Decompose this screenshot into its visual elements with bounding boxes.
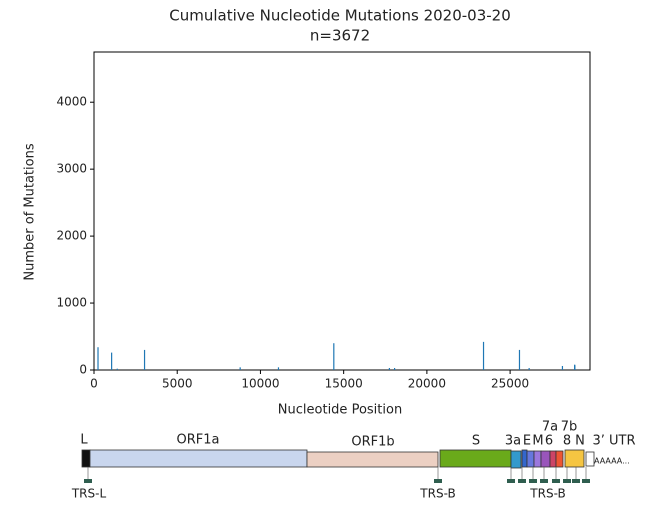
bar [528,367,530,370]
x-tick-label: 10000 [241,377,279,391]
y-tick-label: 4000 [56,95,87,109]
plot-frame [93,51,591,371]
segment-label: N [575,434,585,449]
x-axis-label: Nucleotide Position [278,403,402,418]
bar [388,367,390,370]
x-tick-label: 15000 [325,377,363,391]
trs-marker [434,479,442,483]
x-tick-label: 0 [90,377,98,391]
x-tick-label: 25000 [491,377,529,391]
segment-label: E [523,434,531,449]
bar [482,341,485,370]
x-tick-label: 5000 [162,377,193,391]
bar [239,367,241,370]
y-tick-label: 1000 [56,296,87,310]
genome-segment [549,450,557,468]
bar [111,352,113,370]
trs-label: TRS-B [419,487,455,501]
x-tick-label: 20000 [408,377,446,391]
genome-segment [439,449,512,468]
genome-segment [564,449,585,468]
trs-marker [552,479,560,483]
poly-a: AAAAA... [594,457,630,466]
trs-label: TRS-B [529,487,565,501]
genome-segment [306,451,439,468]
segment-label: S [472,434,480,449]
segment-label: 3a [505,434,521,449]
trs-marker [563,479,571,483]
y-tick-label: 3000 [56,162,87,176]
trs-marker [84,479,92,483]
y-axis-label: Number of Mutations [23,143,38,280]
segment-label: 6 [545,434,553,449]
segment-label: 7a [542,420,558,435]
genome-segment [585,451,595,467]
trs-marker [518,479,526,483]
genome-segment [89,449,308,468]
bar [116,368,118,370]
chart-title: Cumulative Nucleotide Mutations 2020-03-… [169,7,511,25]
trs-marker [529,479,537,483]
segment-label: ORF1a [177,433,220,448]
bar [277,367,280,370]
segment-label: L [80,433,88,448]
bar [518,349,521,370]
genome-segment [533,450,542,468]
genome-segment [526,450,535,468]
bar [574,365,576,370]
y-tick-label: 0 [79,363,87,377]
bar [393,367,396,370]
segment-label: M [532,434,543,449]
segment-label: 7b [561,420,578,435]
chart-subtitle: n=3672 [310,27,370,45]
trs-marker [507,479,515,483]
trs-label: TRS-L [71,487,107,501]
bar [561,365,564,370]
genome-segment [555,450,564,468]
bar [143,349,146,370]
trs-marker [572,479,580,483]
bar [333,343,335,370]
genome-segment [540,450,551,468]
genome-segment [81,449,91,468]
y-tick-label: 2000 [56,229,87,243]
segment-label: ORF1b [351,435,394,450]
segment-label: 8 [563,434,571,449]
trs-marker [540,479,548,483]
trs-marker [582,479,590,483]
bar [97,347,99,370]
genome-segment [521,449,528,468]
genome-segment [510,450,522,469]
segment-label: 3’ UTR [592,434,635,449]
